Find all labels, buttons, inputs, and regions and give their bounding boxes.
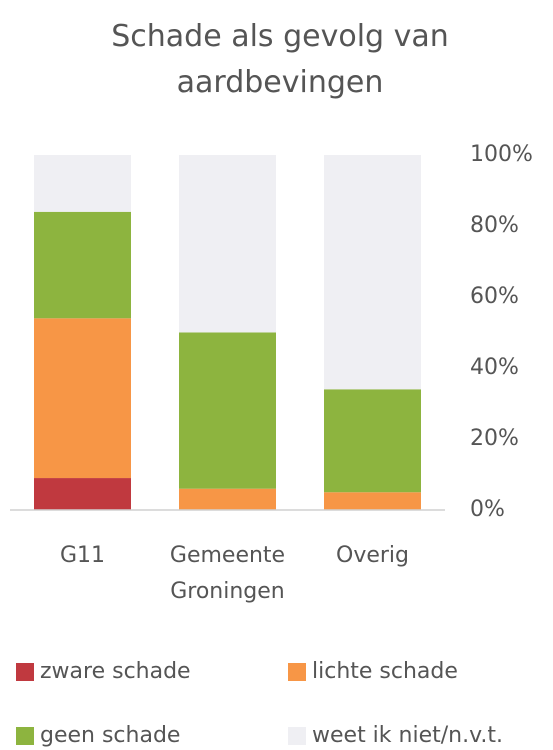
bar-segment (179, 155, 276, 333)
legend-swatch (288, 663, 306, 681)
legend-swatch (16, 663, 34, 681)
y-tick-label: 40% (470, 355, 519, 380)
y-tick-label: 0% (470, 497, 505, 522)
y-tick-label: 100% (470, 142, 533, 167)
legend-swatch (288, 727, 306, 745)
x-tick-label: Overig (336, 543, 409, 568)
legend-label: lichte schade (312, 659, 458, 684)
legend-label: zware schade (40, 659, 191, 684)
bar-segment (34, 478, 131, 510)
bar-segment (179, 488, 276, 510)
bar-segment (324, 389, 421, 493)
bar-segment (324, 492, 421, 510)
bar-segment (324, 155, 421, 390)
bar-segment (34, 318, 131, 479)
bar-segment (34, 155, 131, 212)
x-tick-label: Gemeente Groningen (169, 543, 286, 604)
legend-label: weet ik niet/n.v.t. (312, 723, 503, 748)
bar-segment (34, 211, 131, 319)
y-tick-label: 80% (470, 213, 519, 238)
bar-segment (179, 332, 276, 489)
y-tick-label: 20% (470, 426, 519, 451)
y-tick-label: 60% (470, 284, 519, 309)
legend-label: geen schade (40, 723, 180, 748)
x-tick-label: G11 (59, 543, 106, 568)
chart-title: Schade als gevolg van aardbevingen (111, 19, 449, 100)
legend-swatch (16, 727, 34, 745)
